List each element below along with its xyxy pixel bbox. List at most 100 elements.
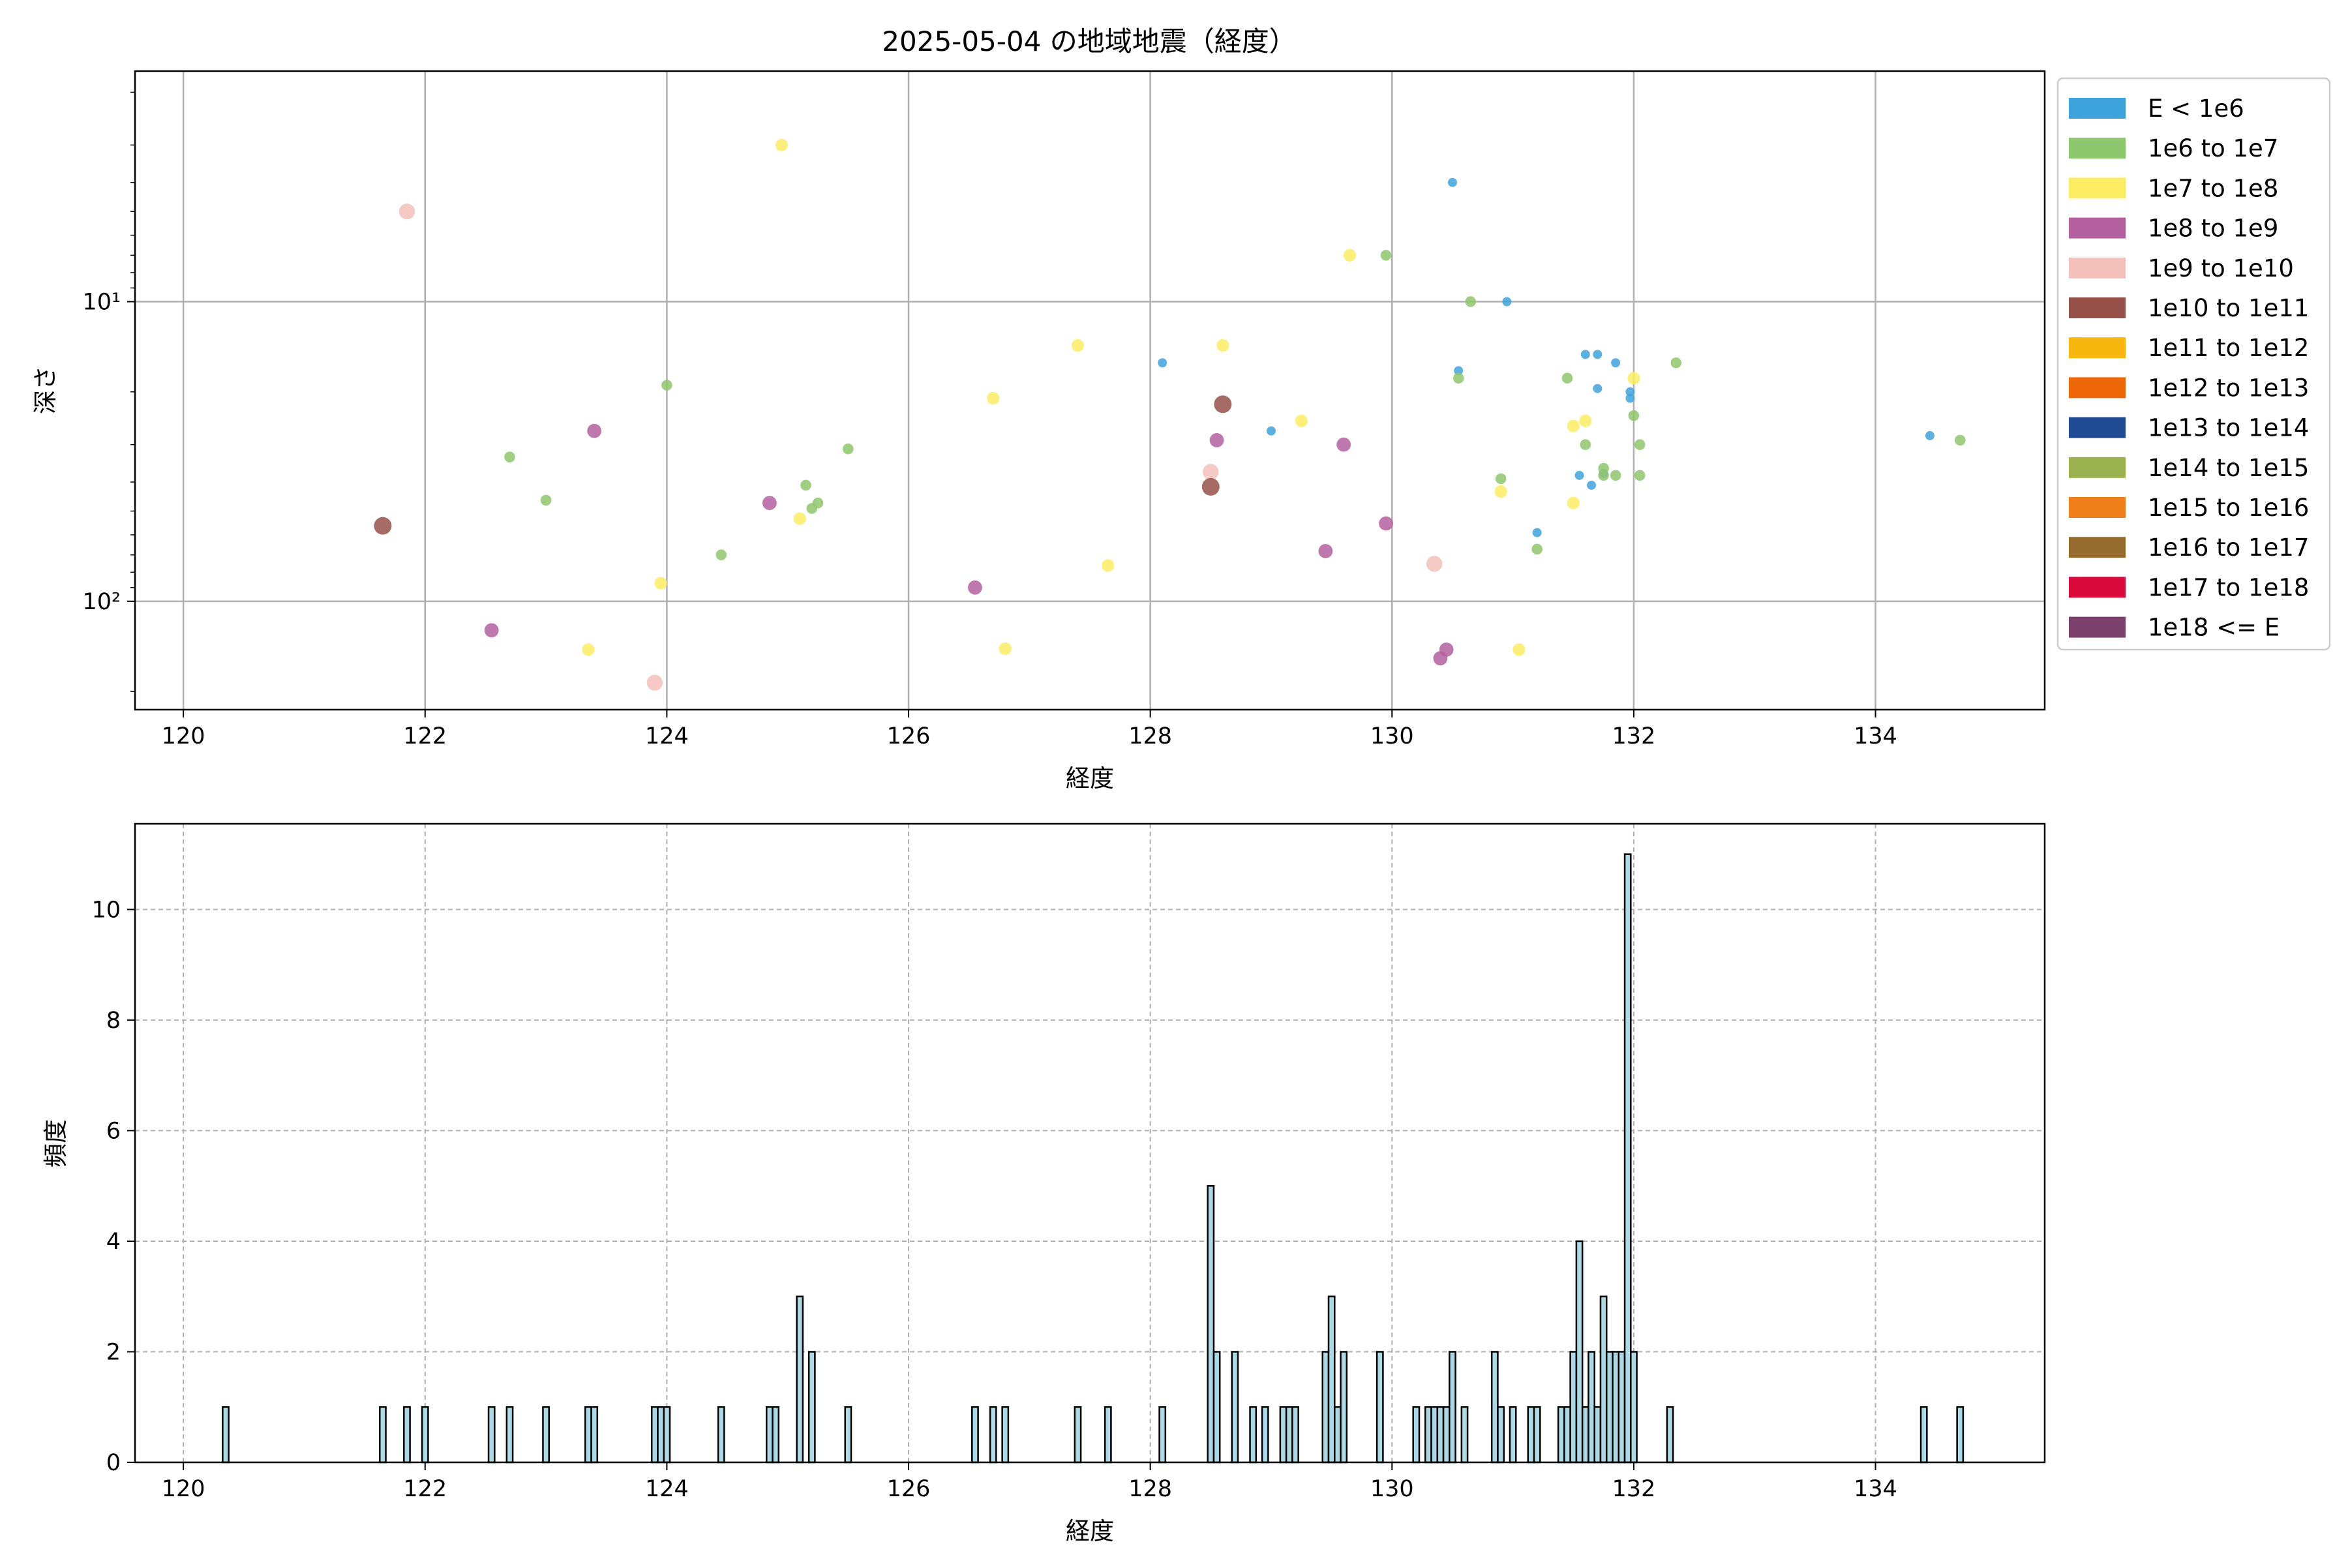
scatter-point: [582, 643, 595, 656]
scatter-point: [1925, 430, 1934, 440]
scatter-point: [1379, 516, 1393, 531]
histogram-y-tick-label: 2: [106, 1339, 121, 1365]
scatter-point: [1454, 366, 1464, 376]
legend-label: 1e15 to 1e16: [2148, 494, 2309, 522]
histogram-bar: [487, 1406, 496, 1464]
scatter-point: [1567, 419, 1580, 432]
scatter-point: [1318, 544, 1333, 558]
scatter-point: [654, 577, 667, 590]
histogram-bar: [1623, 853, 1632, 1464]
histogram-bar: [772, 1406, 780, 1464]
histogram-bar: [1104, 1406, 1112, 1464]
legend-swatch: [2069, 217, 2126, 239]
scatter-point: [1625, 387, 1635, 397]
histogram-plot-area: [134, 822, 2046, 1464]
scatter-point: [1266, 426, 1276, 436]
histogram-bar: [1321, 1351, 1330, 1464]
histogram-bar: [1527, 1406, 1535, 1464]
scatter-point: [1561, 372, 1573, 384]
legend-swatch: [2069, 616, 2126, 638]
scatter-point: [1495, 473, 1507, 485]
legend-label: 1e17 to 1e18: [2148, 573, 2309, 601]
scatter-point: [793, 512, 806, 525]
scatter-x-tick-label: 134: [1854, 723, 1897, 749]
histogram-bar: [379, 1406, 387, 1464]
scatter-point: [1628, 410, 1640, 421]
legend-label: 1e12 to 1e13: [2148, 374, 2309, 402]
histogram-bar: [1291, 1406, 1299, 1464]
histogram-bar: [1490, 1351, 1499, 1464]
scatter-point: [504, 451, 515, 462]
scatter-point: [1634, 470, 1646, 481]
histogram-bar: [1618, 1351, 1626, 1464]
histogram-bar: [505, 1406, 514, 1464]
histogram-bar: [663, 1406, 671, 1464]
scatter-point: [661, 380, 672, 391]
scatter-point: [1201, 477, 1220, 496]
scatter-point: [1203, 464, 1219, 480]
histogram-bar: [807, 1351, 816, 1464]
scatter-point: [1343, 249, 1357, 262]
scatter-point: [1593, 384, 1603, 393]
scatter-x-tick-label: 128: [1128, 723, 1172, 749]
histogram-x-axis-label: 経度: [1066, 1517, 1114, 1545]
scatter-point: [843, 443, 854, 455]
scatter-point: [374, 517, 392, 535]
histogram-bar: [796, 1295, 804, 1464]
histogram-bar: [1424, 1406, 1432, 1464]
scatter-point: [1611, 358, 1621, 368]
scatter-point: [1502, 297, 1512, 307]
scatter-point: [1465, 296, 1477, 307]
histogram-y-tick-label: 10: [91, 897, 121, 923]
legend-label: 1e16 to 1e17: [2148, 534, 2309, 562]
histogram-x-tick-label: 134: [1854, 1476, 1897, 1502]
legend-swatch: [2069, 98, 2126, 119]
scatter-point: [800, 479, 811, 491]
histogram-bar: [1279, 1406, 1287, 1464]
scatter-x-axis-label: 経度: [1066, 764, 1114, 792]
histogram-bar: [1442, 1406, 1451, 1464]
scatter-point: [1426, 556, 1443, 572]
scatter-point: [1214, 395, 1232, 414]
histogram-bar: [1449, 1351, 1456, 1464]
histogram-bar: [844, 1406, 852, 1464]
histogram-bar: [1412, 1406, 1421, 1464]
histogram-x-tick-label: 124: [645, 1476, 689, 1502]
histogram-bar: [1261, 1406, 1269, 1464]
histogram-bar: [1285, 1406, 1293, 1464]
scatter-x-tick-label: 130: [1370, 723, 1414, 749]
histogram-x-tick-label: 128: [1128, 1476, 1172, 1502]
scatter-point: [1102, 559, 1115, 572]
scatter-point: [968, 580, 982, 595]
scatter-point: [1574, 470, 1584, 480]
legend-label: 1e18 <= E: [2148, 614, 2280, 642]
histogram-bar: [717, 1406, 725, 1464]
scatter-point: [484, 623, 499, 638]
legend-swatch: [2069, 337, 2126, 359]
histogram-bar: [1599, 1295, 1608, 1464]
scatter-point: [646, 674, 663, 691]
legend-swatch: [2069, 257, 2126, 279]
histogram-y-axis-label: 頻度: [42, 1119, 70, 1168]
scatter-point: [775, 138, 789, 151]
scatter-point: [1447, 177, 1457, 187]
legend-label: 1e6 to 1e7: [2148, 134, 2278, 162]
scatter-point: [999, 642, 1012, 656]
scatter-point: [399, 204, 415, 220]
legend-swatch: [2069, 177, 2126, 199]
histogram-bar: [1593, 1406, 1602, 1464]
histogram-bar: [1956, 1406, 1964, 1464]
scatter-point: [1380, 250, 1392, 261]
scatter-x-tick-label: 126: [887, 723, 931, 749]
legend-swatch: [2069, 457, 2126, 478]
scatter-point: [1336, 437, 1351, 452]
scatter-y-axis-label: 深さ: [31, 366, 59, 414]
histogram-y-tick-label: 4: [106, 1229, 121, 1255]
legend-swatch: [2069, 417, 2126, 438]
histogram-y-tick-label: 0: [106, 1450, 121, 1476]
scatter-x-tick-label: 122: [403, 723, 447, 749]
histogram-bar: [1207, 1184, 1215, 1464]
histogram-bar: [1249, 1406, 1257, 1464]
